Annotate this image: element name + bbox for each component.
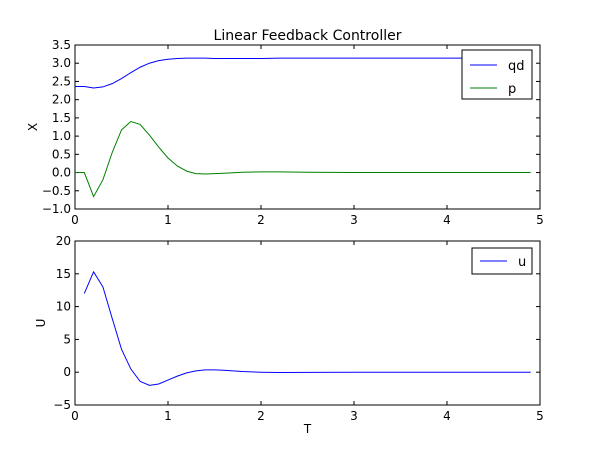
- top-y-tick-label: 1.0: [52, 129, 71, 143]
- top-y-tick-label: −0.5: [42, 184, 71, 198]
- bottom-y-tick-label: 15: [56, 267, 71, 281]
- top-y-tick-label: 2.5: [52, 74, 71, 88]
- top-x-tick-label: 1: [164, 213, 172, 227]
- top-x-tick-label: 0: [71, 213, 79, 227]
- top-x-tick-label: 4: [443, 213, 451, 227]
- bottom-x-tick-label: 2: [257, 409, 265, 423]
- series-qd-line: [75, 57, 531, 89]
- top-y-tick-label: 3.5: [52, 38, 71, 52]
- chart-title: Linear Feedback Controller: [214, 28, 402, 44]
- top-y-axis-label: X: [26, 123, 40, 131]
- top-y-tick-label: 0.5: [52, 147, 71, 161]
- bottom-y-tick-label: 20: [56, 234, 71, 248]
- top-legend-box: [461, 49, 533, 100]
- bottom-plot-frame: [74, 240, 541, 406]
- top-y-tick-label: 0.0: [52, 166, 71, 180]
- bottom-y-axis-label: U: [34, 319, 48, 328]
- series-u-line: [83, 270, 531, 386]
- top-y-tick-label: 3.0: [52, 56, 71, 70]
- bottom-y-tick-label: −5: [53, 398, 71, 412]
- bottom-x-axis-label: T: [303, 422, 312, 436]
- top-x-tick-label: 2: [257, 213, 265, 227]
- legend-p-label: p: [508, 82, 516, 97]
- bottom-x-tick-label: 1: [164, 409, 172, 423]
- bottom-legend: u: [471, 247, 533, 275]
- top-y-tick-label: 1.5: [52, 111, 71, 125]
- top-y-tick-label: −1.0: [42, 202, 71, 216]
- top-legend: qd p: [461, 49, 533, 100]
- top-x-tick-label: 3: [350, 213, 358, 227]
- bottom-x-tick-label: 5: [536, 409, 544, 423]
- bottom-y-tick-label: 5: [63, 332, 71, 346]
- bottom-x-tick-label: 4: [443, 409, 451, 423]
- top-x-tick-label: 5: [536, 213, 544, 227]
- bottom-x-tick-label: 0: [71, 409, 79, 423]
- series-p-line: [75, 120, 531, 198]
- top-y-tick-label: 2.0: [52, 93, 71, 107]
- bottom-y-tick-label: 0: [63, 365, 71, 379]
- legend-qd-label: qd: [508, 59, 525, 74]
- legend-u-label: u: [518, 255, 526, 270]
- bottom-x-tick-label: 3: [350, 409, 358, 423]
- bottom-y-tick-label: 10: [56, 300, 71, 314]
- top-subplot: 0 1 2 3 4 5 −1.0 −0.5 0.0 0.5 1.0 1.5 2.0 2.5 3.0 3.5 X…: [26, 38, 544, 227]
